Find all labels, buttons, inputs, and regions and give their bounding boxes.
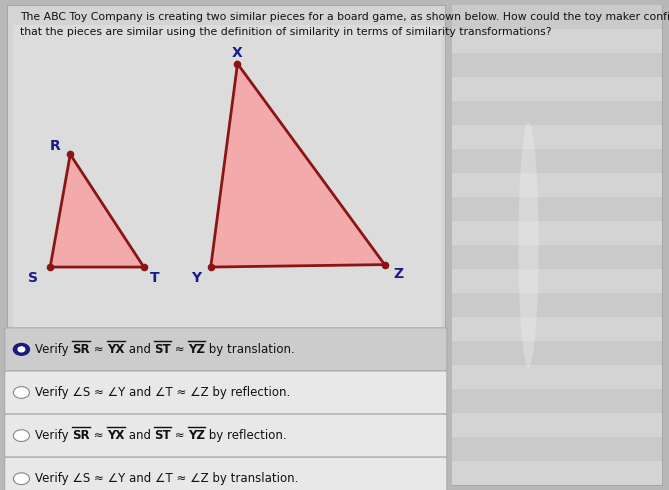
Text: SR: SR bbox=[72, 429, 90, 442]
Bar bbox=[452, 101, 662, 125]
Text: ≈: ≈ bbox=[90, 429, 107, 442]
Bar bbox=[452, 53, 662, 77]
Text: ≈: ≈ bbox=[90, 343, 107, 356]
Bar bbox=[452, 341, 662, 365]
Text: and: and bbox=[124, 343, 155, 356]
FancyBboxPatch shape bbox=[5, 328, 447, 371]
Polygon shape bbox=[50, 154, 144, 267]
Circle shape bbox=[13, 387, 29, 398]
FancyBboxPatch shape bbox=[5, 371, 447, 414]
FancyBboxPatch shape bbox=[5, 414, 447, 457]
Bar bbox=[452, 77, 662, 101]
Bar bbox=[452, 317, 662, 341]
Bar bbox=[452, 29, 662, 53]
Bar bbox=[452, 221, 662, 245]
Text: that the pieces are similar using the definition of similarity in terms of simil: that the pieces are similar using the de… bbox=[20, 27, 551, 37]
FancyBboxPatch shape bbox=[5, 457, 447, 490]
Bar bbox=[452, 389, 662, 413]
Bar bbox=[452, 173, 662, 197]
Bar bbox=[452, 125, 662, 149]
Text: by translation.: by translation. bbox=[205, 343, 295, 356]
Bar bbox=[452, 293, 662, 317]
Bar bbox=[452, 245, 662, 269]
Text: Verify: Verify bbox=[35, 429, 72, 442]
Bar bbox=[452, 437, 662, 461]
Text: YX: YX bbox=[107, 429, 124, 442]
Bar bbox=[452, 197, 662, 221]
Circle shape bbox=[18, 347, 25, 352]
Text: ≈: ≈ bbox=[171, 343, 188, 356]
Bar bbox=[13, 24, 442, 328]
Bar bbox=[452, 269, 662, 293]
Bar bbox=[452, 413, 662, 437]
Circle shape bbox=[13, 430, 29, 441]
Bar bbox=[452, 365, 662, 389]
Text: YX: YX bbox=[107, 343, 124, 356]
Text: Verify ∠S ≈ ∠Y and ∠T ≈ ∠Z by translation.: Verify ∠S ≈ ∠Y and ∠T ≈ ∠Z by translatio… bbox=[35, 472, 298, 485]
Circle shape bbox=[13, 473, 29, 485]
Bar bbox=[452, 5, 662, 29]
Text: Z: Z bbox=[393, 268, 403, 281]
Text: YZ: YZ bbox=[188, 429, 205, 442]
Text: T: T bbox=[150, 271, 159, 285]
Text: The ABC Toy Company is creating two similar pieces for a board game, as shown be: The ABC Toy Company is creating two simi… bbox=[20, 12, 669, 22]
Ellipse shape bbox=[518, 122, 539, 368]
Text: R: R bbox=[50, 139, 61, 152]
Text: YZ: YZ bbox=[188, 343, 205, 356]
Text: Y: Y bbox=[191, 271, 201, 285]
Circle shape bbox=[13, 343, 29, 355]
Text: Verify: Verify bbox=[35, 343, 72, 356]
Text: by reflection.: by reflection. bbox=[205, 429, 287, 442]
Bar bbox=[452, 149, 662, 173]
Text: SR: SR bbox=[72, 343, 90, 356]
Text: ST: ST bbox=[155, 429, 171, 442]
Bar bbox=[452, 461, 662, 485]
Bar bbox=[452, 5, 662, 485]
Text: S: S bbox=[28, 271, 37, 285]
Bar bbox=[7, 5, 445, 485]
Text: Verify ∠S ≈ ∠Y and ∠T ≈ ∠Z by reflection.: Verify ∠S ≈ ∠Y and ∠T ≈ ∠Z by reflection… bbox=[35, 386, 290, 399]
Polygon shape bbox=[211, 64, 385, 267]
Text: X: X bbox=[232, 46, 243, 60]
Text: ≈: ≈ bbox=[171, 429, 188, 442]
Text: and: and bbox=[124, 429, 155, 442]
Text: ST: ST bbox=[155, 343, 171, 356]
